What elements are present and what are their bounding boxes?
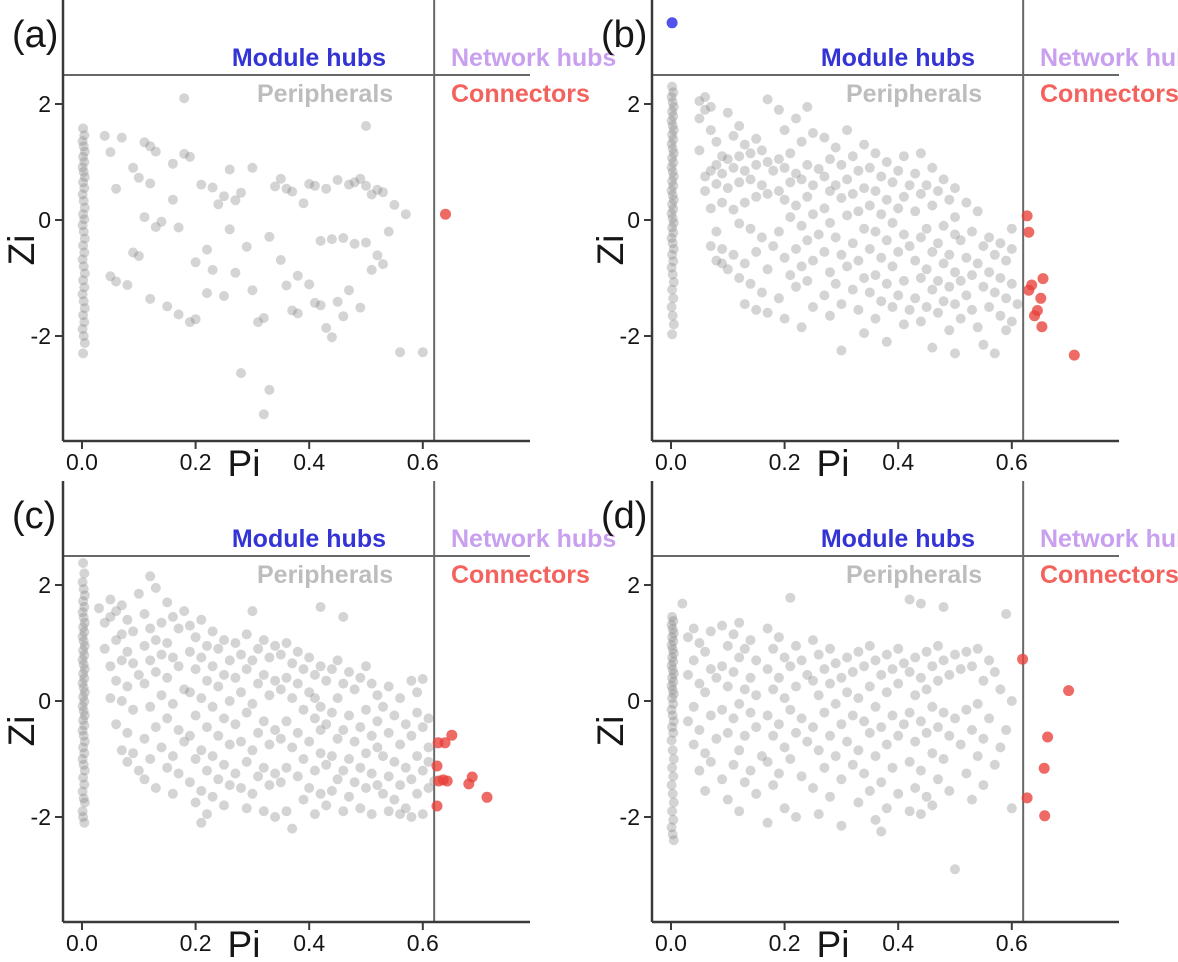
svg-text:0.4: 0.4 — [293, 930, 325, 956]
peripherals-label: Peripherals — [257, 561, 394, 589]
panel-b-scatter-plot: 0.0 0.2 0.4 0.6 2 0 -2 — [620, 0, 1119, 475]
svg-text:0: 0 — [38, 207, 51, 233]
svg-text:0.0: 0.0 — [66, 449, 98, 475]
svg-text:0.2: 0.2 — [769, 930, 801, 956]
svg-text:0.2: 0.2 — [180, 449, 212, 475]
svg-text:0.2: 0.2 — [769, 449, 801, 475]
module-hubs-label: Module hubs — [820, 44, 975, 72]
x-axis-title: Pi — [816, 443, 850, 484]
connectors-label: Connectors — [451, 80, 590, 108]
panel-d-letter: (d) — [601, 495, 648, 537]
svg-text:0: 0 — [627, 688, 640, 714]
svg-text:0: 0 — [38, 688, 51, 714]
svg-text:0.4: 0.4 — [293, 449, 325, 475]
y-axis-title: Zi — [1, 234, 42, 266]
panel-c: 0.0 0.2 0.4 0.6 2 0 -2 (c) Module hubs Network… — [0, 481, 616, 962]
svg-text:-2: -2 — [31, 804, 51, 830]
connectors-label: Connectors — [1040, 561, 1178, 589]
svg-text:2: 2 — [38, 572, 51, 598]
network-hubs-label: Network hubs — [451, 44, 617, 72]
panel-d: 0.0 0.2 0.4 0.6 2 0 -2 (d) Module hubs Network… — [589, 481, 1178, 962]
svg-text:0: 0 — [627, 207, 640, 233]
panel-d-scatter-plot: 0.0 0.2 0.4 0.6 2 0 -2 — [620, 481, 1119, 956]
svg-text:0.0: 0.0 — [66, 930, 98, 956]
panel-c-scatter-plot: 0.0 0.2 0.4 0.6 2 0 -2 — [31, 481, 530, 956]
peripherals-label: Peripherals — [846, 561, 983, 589]
svg-text:0.6: 0.6 — [996, 930, 1028, 956]
y-axis-title: Zi — [590, 234, 631, 266]
panel-a-letter: (a) — [12, 14, 59, 56]
x-axis-title: Pi — [816, 924, 850, 962]
panel-a: 0.0 0.2 0.4 0.6 2 0 -2 (a) Module hubs Network… — [0, 0, 616, 484]
svg-text:-2: -2 — [31, 323, 51, 349]
svg-text:0.2: 0.2 — [180, 930, 212, 956]
module-hubs-label: Module hubs — [820, 525, 975, 553]
y-axis-title: Zi — [590, 715, 631, 747]
module-hubs-label: Module hubs — [231, 525, 386, 553]
svg-text:-2: -2 — [620, 323, 640, 349]
module-hubs-label: Module hubs — [231, 44, 386, 72]
panel-a-scatter-plot: 0.0 0.2 0.4 0.6 2 0 -2 — [31, 0, 530, 475]
svg-text:0.0: 0.0 — [655, 449, 687, 475]
peripherals-label: Peripherals — [257, 80, 394, 108]
svg-text:2: 2 — [627, 572, 640, 598]
network-hubs-label: Network hubs — [451, 525, 617, 553]
y-axis-title: Zi — [1, 715, 42, 747]
connectors-label: Connectors — [1040, 80, 1178, 108]
svg-text:0.6: 0.6 — [996, 449, 1028, 475]
panel-b-letter: (b) — [601, 14, 648, 56]
panel-b: 0.0 0.2 0.4 0.6 2 0 -2 (b) Module hubs Network… — [589, 0, 1178, 484]
svg-text:0.4: 0.4 — [882, 449, 914, 475]
svg-text:0.0: 0.0 — [655, 930, 687, 956]
x-axis-title: Pi — [227, 924, 261, 962]
svg-text:0.6: 0.6 — [407, 930, 439, 956]
peripherals-label: Peripherals — [846, 80, 983, 108]
panel-c-letter: (c) — [12, 495, 57, 537]
connectors-label: Connectors — [451, 561, 590, 589]
svg-text:2: 2 — [627, 91, 640, 117]
network-hubs-label: Network hubs — [1040, 44, 1178, 72]
svg-text:-2: -2 — [620, 804, 640, 830]
svg-text:0.4: 0.4 — [882, 930, 914, 956]
svg-text:2: 2 — [38, 91, 51, 117]
x-axis-title: Pi — [227, 443, 261, 484]
network-hubs-label: Network hubs — [1040, 525, 1178, 553]
svg-text:0.6: 0.6 — [407, 449, 439, 475]
